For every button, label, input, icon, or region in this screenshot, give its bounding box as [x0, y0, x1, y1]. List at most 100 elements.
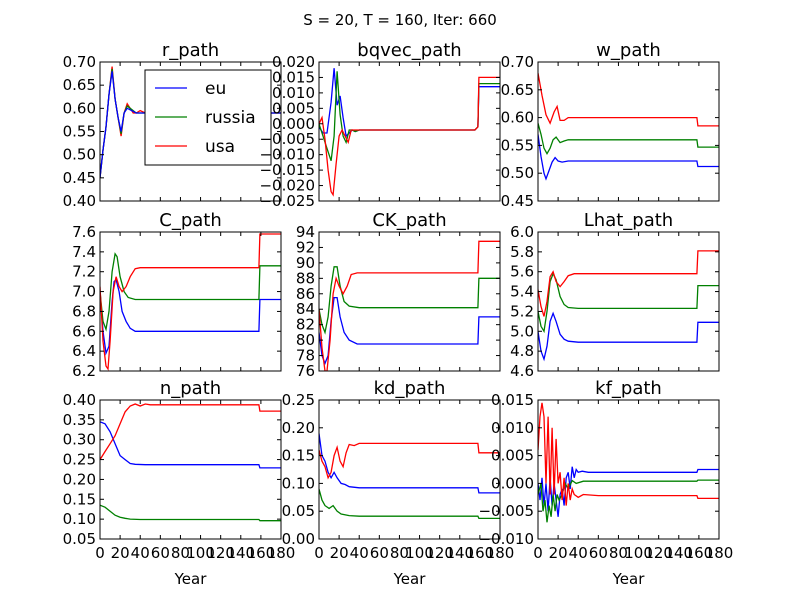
panel-title: n_path: [160, 378, 221, 399]
y-tick-label: 0.35: [63, 411, 96, 429]
y-tick-label: 5.6: [510, 263, 534, 281]
x-tick-label: 40: [131, 544, 150, 562]
y-tick-label: 0.015: [491, 391, 534, 409]
y-tick-label: 0.60: [63, 99, 96, 117]
y-tick-label: 0.55: [501, 136, 534, 154]
x-tick-label: 20: [549, 544, 568, 562]
x-tick-label: 160: [466, 544, 495, 562]
y-tick-label: 0.20: [282, 419, 315, 437]
y-tick-label: 92: [296, 238, 315, 256]
axes-frame: [537, 61, 720, 202]
axes-frame: [537, 231, 720, 372]
x-tick-label: 180: [486, 544, 515, 562]
axes-frame: [318, 231, 501, 372]
y-tick-label: 0.010: [272, 84, 315, 102]
panel-r-path: r_path 0.40 0.45 0.50 0.55 0.60 0.65 0.70: [63, 40, 282, 210]
y-tick-label: 0.25: [63, 451, 96, 469]
panel-title: bqvec_path: [357, 40, 461, 61]
y-tick-label: 7.6: [72, 223, 96, 241]
y-tick-label: 0.05: [63, 530, 96, 548]
series-line-russia: [100, 504, 281, 522]
x-tick-label: 60: [370, 544, 389, 562]
series-line-eu: [319, 296, 500, 366]
y-tick-label: 0.00: [282, 530, 315, 548]
y-tick-label: 0.70: [501, 53, 534, 71]
x-tick-label: 180: [705, 544, 734, 562]
panel-title: Lhat_path: [584, 210, 673, 231]
series-line-russia: [538, 123, 719, 156]
y-tick-label: 0.50: [63, 146, 96, 164]
y-tick-label: 5.2: [510, 302, 534, 320]
series-line-russia: [538, 272, 719, 334]
panel-Lhat-path: Lhat_path 4.6 4.8 5.0 5.25.4 5.6 5.8 6.0: [510, 210, 720, 380]
x-tick-label: 20: [330, 544, 349, 562]
x-tick-label: 0: [95, 544, 105, 562]
panel-title: r_path: [162, 40, 219, 61]
y-tick-label: −0.005: [259, 130, 315, 148]
y-tick-label: 0.000: [491, 474, 534, 492]
y-tick-label: −0.025: [259, 192, 315, 210]
panel-kf-path: kf_path −0.010 −0.005 0.000 0.005 0.010 0.015 0…: [478, 378, 733, 588]
y-tick-label: 76: [296, 362, 315, 380]
x-tick-label: 0: [533, 544, 543, 562]
y-tick-label: 0.50: [501, 164, 534, 182]
axes-frame: [318, 61, 501, 202]
y-tick-label: 6.8: [72, 302, 96, 320]
y-tick-label: 84: [296, 300, 315, 318]
panel-C-path: C_path 6.2 6.4 6.6 6.87.0 7.2 7.4 7.6: [72, 210, 282, 380]
panel-title: kf_path: [595, 378, 662, 399]
x-tick-label: 160: [685, 544, 714, 562]
y-tick-label: 0.55: [63, 123, 96, 141]
y-tick-label: 94: [296, 223, 315, 241]
series-line-usa: [319, 442, 500, 480]
legend: eu russia usa: [144, 69, 272, 166]
x-tick-label: 80: [609, 544, 628, 562]
panel-bqvec-path: bqvec_path −0.025−0.020−0.015−0.010−0.005…: [259, 40, 501, 210]
y-tick-label: −0.010: [478, 530, 534, 548]
y-tick-label: 0.65: [63, 76, 96, 94]
y-tick-label: 0.10: [282, 474, 315, 492]
panel-title: C_path: [159, 210, 222, 231]
y-tick-label: 0.45: [501, 192, 534, 210]
panel-kd-path: kd_path 0.00 0.05 0.10 0.15 0.20 0.25 0 20 40 60 80…: [282, 378, 515, 588]
series-line-usa: [538, 402, 719, 506]
y-tick-label: 0.020: [272, 53, 315, 71]
y-tick-label: 4.6: [510, 362, 534, 380]
panel-n-path: n_path 0.05 0.10 0.15 0.200.25 0.30 0.35 0.40 0 2…: [63, 378, 296, 588]
y-tick-label: 0.005: [272, 99, 315, 117]
series-line-usa: [100, 233, 281, 371]
axes-frame: [537, 399, 720, 540]
y-tick-label: 7.2: [72, 263, 96, 281]
x-tick-label: 60: [589, 544, 608, 562]
y-tick-label: 88: [296, 269, 315, 287]
y-tick-label: 6.4: [72, 342, 96, 360]
series-line-usa: [319, 76, 500, 197]
series-line-eu: [100, 278, 281, 356]
series-line-usa: [319, 240, 500, 371]
x-axis-label: Year: [612, 570, 646, 588]
series-line-usa: [538, 72, 719, 127]
y-tick-label: −0.015: [259, 161, 315, 179]
panel-title: CK_path: [372, 210, 446, 231]
x-tick-label: 120: [425, 544, 454, 562]
axes-frame: [99, 399, 282, 540]
series-line-usa: [100, 403, 281, 460]
y-tick-label: 86: [296, 285, 315, 303]
x-tick-label: 180: [267, 544, 296, 562]
series-line-russia: [319, 266, 500, 335]
x-tick-label: 120: [206, 544, 235, 562]
legend-label-usa: usa: [205, 137, 235, 157]
panel-w-path: w_path 0.45 0.50 0.55 0.60 0.65 0.70: [501, 40, 720, 210]
y-tick-label: 0.70: [63, 53, 96, 71]
x-tick-label: 140: [664, 544, 693, 562]
figure-suptitle: S = 20, T = 160, Iter: 660: [303, 11, 497, 29]
panels-grid: r_path 0.40 0.45 0.50 0.55 0.60 0.65 0.70 eu russ…: [63, 40, 734, 588]
series-line-russia: [319, 71, 500, 162]
y-tick-label: 0.40: [63, 391, 96, 409]
y-tick-label: 0.25: [282, 391, 315, 409]
series-line-eu: [100, 71, 281, 178]
y-tick-label: 6.6: [72, 322, 96, 340]
y-tick-label: 0.30: [63, 431, 96, 449]
y-tick-label: 0.60: [501, 109, 534, 127]
